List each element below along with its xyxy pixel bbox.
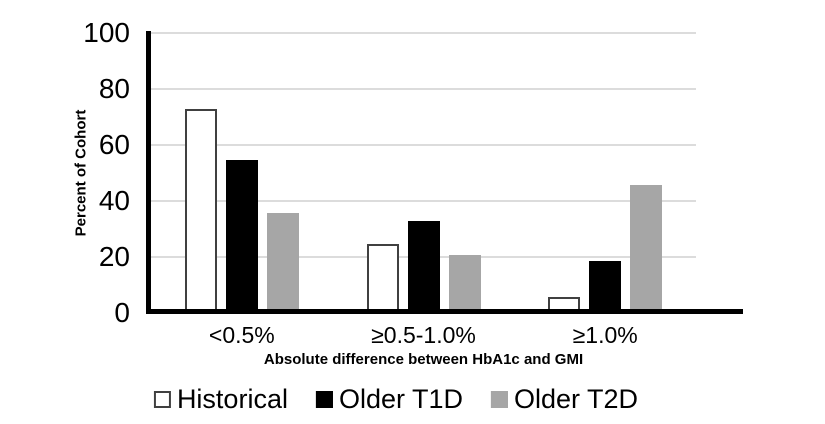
plot-area <box>151 33 696 311</box>
y-axis-title: Percent of Cohort <box>72 109 90 237</box>
legend-item-older-t2d: Older T2D <box>491 383 638 415</box>
y-axis-line <box>146 31 151 314</box>
legend-label: Historical <box>176 384 288 414</box>
y-tick-label-0: 0 <box>114 297 130 328</box>
x-axis-title: Absolute difference between HbA1c and GM… <box>263 351 584 368</box>
y-tick-label-40: 40 <box>98 185 130 216</box>
y-tick-label-100: 100 <box>83 17 130 48</box>
x-tick-label-2: ≥0.5-1.0% <box>371 322 476 348</box>
y-tick-label-20: 20 <box>98 241 130 272</box>
x-tick-label-1: <0.5% <box>208 322 275 348</box>
chart-legend: Historical Older T1D Older T2D <box>153 383 638 415</box>
bar-older-t1d <box>589 261 622 311</box>
bar-older-t2d <box>630 185 663 311</box>
legend-item-historical: Historical <box>153 383 288 415</box>
gridline-60 <box>151 144 696 146</box>
legend-label: Older T2D <box>514 384 639 414</box>
bar-older-t2d <box>448 255 481 311</box>
legend-item-older-t1d: Older T1D <box>315 383 464 415</box>
bar-older-t1d <box>407 221 440 311</box>
category-group-2 <box>333 33 515 311</box>
y-tick-label-80: 80 <box>98 73 130 104</box>
bar-historical <box>184 109 217 311</box>
legend-marker-icon <box>491 390 509 408</box>
gridline-40 <box>151 200 696 202</box>
bar-historical <box>366 244 399 311</box>
bar-older-t1d <box>225 160 258 311</box>
y-tick-label-60: 60 <box>98 129 130 160</box>
category-group-3 <box>514 33 696 311</box>
gridline-100 <box>151 32 696 34</box>
category-group-1 <box>151 33 333 311</box>
legend-label: Older T1D <box>338 384 464 414</box>
x-tick-label-3: ≥1.0% <box>572 322 638 348</box>
gridline-80 <box>151 88 696 90</box>
x-axis-line <box>146 309 743 314</box>
x-axis-tick-labels: <0.5% ≥0.5-1.0% ≥1.0% <box>151 323 696 348</box>
legend-marker-icon <box>315 390 333 408</box>
bar-older-t2d <box>266 213 299 311</box>
legend-marker-icon <box>153 390 171 408</box>
